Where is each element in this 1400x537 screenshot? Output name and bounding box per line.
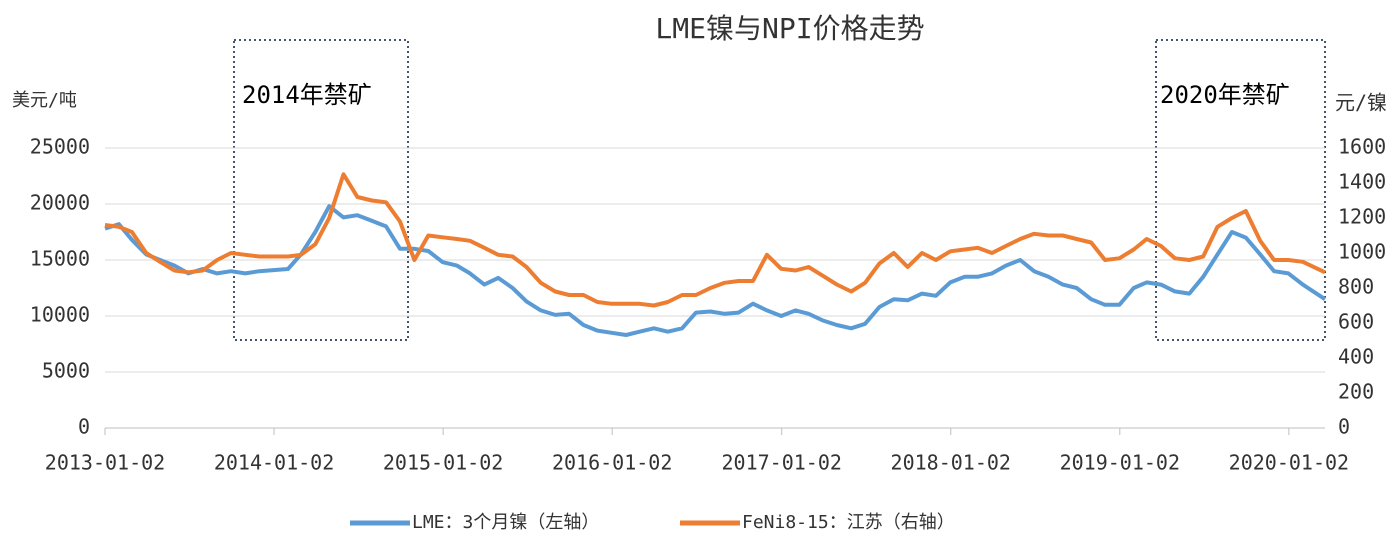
y2-tick-label: 600: [1338, 310, 1374, 334]
y2-tick-label: 1200: [1338, 205, 1386, 229]
x-tick-label: 2020-01-02: [1229, 451, 1349, 475]
y2-axis-label: 元/镍: [1335, 91, 1387, 115]
y2-tick-label: 400: [1338, 345, 1374, 369]
y-tick-label: 25000: [30, 135, 90, 159]
annotation: 2014年禁矿: [242, 81, 372, 109]
x-tick-label: 2014-01-02: [214, 451, 334, 475]
x-tick-label: 2018-01-02: [891, 451, 1011, 475]
y2-tick-label: 800: [1338, 275, 1374, 299]
y-tick-label: 10000: [30, 303, 90, 327]
y-axis-label: 美元/吨: [12, 90, 77, 111]
x-tick-label: 2019-01-02: [1060, 451, 1180, 475]
legend-label: FeNi8-15：江苏（右轴）: [742, 512, 955, 533]
y-tick-label: 20000: [30, 191, 90, 215]
y-tick-label: 0: [78, 415, 90, 439]
y2-tick-label: 1600: [1338, 135, 1386, 159]
y2-tick-label: 200: [1338, 380, 1374, 404]
y-tick-label: 5000: [42, 359, 90, 383]
series-line: [104, 204, 1327, 337]
legend-label: LME：3个月镍（左轴）: [412, 512, 599, 533]
highlight-box: [233, 39, 409, 341]
y2-tick-label: 1400: [1338, 170, 1386, 194]
x-tick-label: 2015-01-02: [383, 451, 503, 475]
x-tick-label: 2017-01-02: [721, 451, 841, 475]
y2-tick-label: 1000: [1338, 240, 1386, 264]
x-tick-label: 2013-01-02: [45, 451, 165, 475]
annotation: 2020年禁矿: [1160, 81, 1290, 109]
chart-title: LME镍与NPI价格走势: [655, 12, 924, 45]
series-line: [104, 172, 1326, 308]
y2-tick-label: 0: [1338, 415, 1350, 439]
x-tick-label: 2016-01-02: [552, 451, 672, 475]
y-tick-label: 15000: [30, 247, 90, 271]
